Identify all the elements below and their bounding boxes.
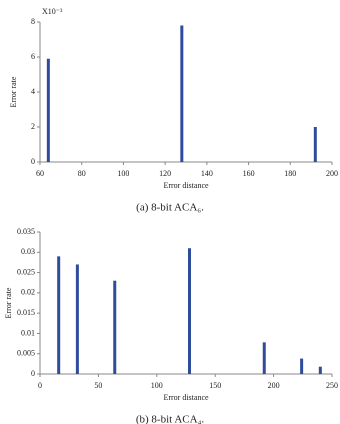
x-tick-label: 100 (151, 381, 163, 390)
y-axis-label: Error rate (4, 287, 13, 318)
x-tick-label: 200 (268, 381, 280, 390)
x-tick-label: 140 (201, 169, 213, 178)
bar (300, 358, 304, 374)
x-tick-label: 120 (159, 169, 171, 178)
x-tick-label: 160 (243, 169, 255, 178)
bar (57, 256, 61, 374)
caption: (a) 8-bit ACA₆. (136, 202, 204, 214)
y-tick-label: 6 (31, 52, 35, 61)
y-tick-label: 0.035 (17, 227, 35, 236)
x-tick-label: 180 (284, 169, 296, 178)
y-tick-label: 0.02 (21, 288, 35, 297)
bar (180, 25, 184, 162)
x-tick-label: 200 (326, 169, 338, 178)
y-tick-label: 0 (31, 157, 35, 166)
x-tick-label: 100 (117, 169, 129, 178)
y-tick-label: 0.01 (21, 328, 35, 337)
bar (318, 366, 322, 374)
x-tick-label: 60 (36, 169, 44, 178)
bar (46, 58, 50, 162)
y-tick-label: 8 (31, 17, 35, 26)
y-tick-label: 2 (31, 122, 35, 131)
y-tick-label: 0 (31, 369, 35, 378)
x-axis-label: Error distance (163, 393, 209, 402)
bar (113, 280, 117, 374)
y-tick-label: 0.005 (17, 349, 35, 358)
x-tick-label: 80 (78, 169, 86, 178)
caption: (b) 8-bit ACA₄. (136, 414, 205, 424)
x-tick-label: 50 (94, 381, 102, 390)
bar (262, 342, 266, 374)
x-tick-label: 250 (326, 381, 338, 390)
bar (188, 248, 192, 374)
x-axis-label: Error distance (163, 181, 209, 190)
y-tick-label: 0.025 (17, 267, 35, 276)
x-tick-label: 150 (209, 381, 221, 390)
axis-multiplier: X10⁻³ (42, 7, 63, 16)
y-tick-label: 0.03 (21, 247, 35, 256)
y-tick-label: 4 (31, 87, 35, 96)
x-tick-label: 0 (38, 381, 42, 390)
bar (313, 127, 317, 162)
bar (75, 264, 79, 374)
y-axis-label: Error rate (9, 76, 18, 107)
y-tick-label: 0.015 (17, 308, 35, 317)
